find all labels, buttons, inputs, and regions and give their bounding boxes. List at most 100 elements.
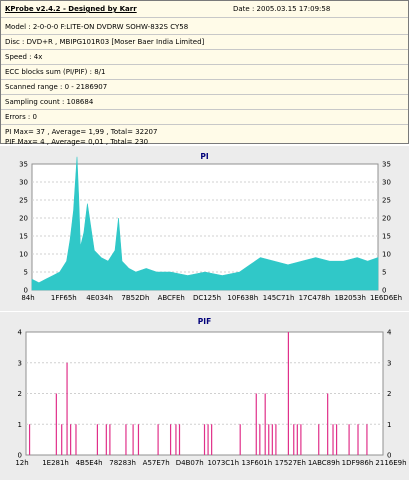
- pif-bar: [66, 362, 68, 455]
- pi-chart-title: PI: [200, 152, 209, 161]
- pi-x-tick-label: 1B2053h: [334, 294, 366, 302]
- pif-bar: [178, 424, 181, 455]
- pif-y-tick-label-left: 1: [18, 421, 22, 429]
- pif-x-tick-label: 2116E9h: [375, 459, 406, 467]
- pif-y-tick-label-left: 0: [18, 452, 22, 460]
- divider: [1, 17, 408, 18]
- pi-y-tick-label-right: 25: [382, 197, 391, 205]
- disc-info: Disc : DVD+R , MBIPG101R03 [Moser Baer I…: [5, 38, 205, 46]
- pif-bar: [348, 424, 350, 455]
- pif-bar: [125, 424, 127, 455]
- pif-bar: [300, 424, 302, 455]
- pif-stats: PIF Max= 4 , Average= 0,01 , Total= 230: [5, 138, 149, 146]
- pif-bar: [332, 424, 334, 455]
- scanned-range-info: Scanned range : 0 - 2186907: [5, 83, 108, 91]
- pif-bar: [259, 424, 261, 455]
- pif-bar: [255, 393, 257, 455]
- speed-info: Speed : 4x: [5, 53, 43, 61]
- pif-x-tick-label: 78283h: [109, 459, 136, 467]
- pif-bar: [61, 424, 63, 455]
- model-info: Model : 2-0-0-0 F:LITE-ON DVDRW SOHW-832…: [5, 23, 189, 31]
- pi-y-tick-label-left: 0: [24, 287, 28, 295]
- pif-bar: [327, 393, 329, 455]
- pif-chart-title: PIF: [197, 317, 212, 326]
- pif-x-tick-label: 13F601h: [241, 459, 272, 467]
- pi-x-tick-label: 7B52Dh: [121, 294, 149, 302]
- pif-y-tick-label-right: 4: [387, 329, 392, 337]
- pif-x-tick-label: A57E7h: [143, 459, 170, 467]
- pif-x-tick-label: 17527Eh: [275, 459, 306, 467]
- pi-y-tick-label-right: 20: [382, 215, 391, 223]
- pif-y-tick-label-left: 3: [18, 359, 22, 367]
- pif-bar: [357, 424, 359, 455]
- pif-bar: [109, 424, 111, 455]
- pif-bar: [75, 424, 77, 455]
- divider: [1, 109, 408, 110]
- pi-x-tick-label: 84h: [21, 294, 34, 302]
- pif-x-tick-label: 4B5E4h: [76, 459, 103, 467]
- pif-bar: [28, 424, 31, 455]
- pi-x-tick-label: DC125h: [193, 294, 221, 302]
- pi-y-tick-label-right: 30: [382, 179, 391, 187]
- sampling-count-info: Sampling count : 108684: [5, 98, 94, 106]
- pif-bar: [96, 424, 98, 455]
- pi-y-tick-label-right: 0: [382, 287, 386, 295]
- pi-series-area: [31, 156, 379, 291]
- divider: [1, 64, 408, 65]
- divider: [1, 94, 408, 95]
- pi-y-tick-label-left: 35: [19, 161, 28, 169]
- pi-y-tick-label-right: 15: [382, 233, 391, 241]
- pif-bar: [296, 424, 298, 455]
- pi-y-tick-label-right: 10: [382, 251, 391, 259]
- pi-x-tick-label: 17C478h: [299, 294, 331, 302]
- scan-date: Date : 2005.03.15 17:09:58: [233, 5, 331, 13]
- pif-y-tick-label-left: 4: [18, 329, 23, 337]
- pi-x-tick-label: 1E6D6Eh: [370, 294, 402, 302]
- pif-x-tick-label: 1DF986h: [342, 459, 374, 467]
- pi-y-tick-label-left: 5: [24, 269, 28, 277]
- pi-chart-panel: PI 0 0 5 5 10 10 15 15 20 20 25 25 30 30 35 35 84h 1FF65h…: [0, 146, 409, 311]
- pi-y-tick-label-left: 25: [19, 197, 28, 205]
- pi-x-tick-label: 4E034h: [86, 294, 113, 302]
- pif-y-tick-label-right: 1: [387, 421, 391, 429]
- pif-x-tick-label: 1E281h: [42, 459, 69, 467]
- pif-bar: [169, 424, 172, 455]
- ecc-info: ECC blocks sum (PI/PIF) : 8/1: [5, 68, 106, 76]
- divider: [1, 79, 408, 80]
- pi-x-tick-label: 10F638h: [227, 294, 258, 302]
- divider: [1, 124, 408, 125]
- divider: [1, 49, 408, 50]
- pif-x-tick-label: D4B07h: [176, 459, 204, 467]
- pif-x-tick-label: 12h: [15, 459, 28, 467]
- pif-bar: [132, 424, 134, 455]
- pif-x-tick-label: 1073C1h: [207, 459, 239, 467]
- divider: [1, 34, 408, 35]
- pi-y-tick-label-right: 35: [382, 161, 391, 169]
- pif-bar: [157, 424, 159, 455]
- pi-y-tick-label-left: 20: [19, 215, 28, 223]
- pif-bar: [175, 424, 177, 455]
- pif-bar: [318, 424, 320, 455]
- pi-chart: 0 0 5 5 10 10 15 15 20 20 25 25 30 30 35 35 84h 1FF65h 4E0…: [19, 156, 402, 302]
- info-panel: KProbe v2.4.2 - Designed by Karr Date : …: [0, 0, 409, 146]
- pif-bar: [268, 424, 270, 455]
- pif-chart-panel: PIF 0 0 1 1 2 2 3 3 4 4 12h 1E281h 4B5E4h 78283h A57E7…: [0, 312, 409, 480]
- pif-y-tick-label-right: 3: [387, 359, 391, 367]
- pif-bar: [335, 424, 338, 455]
- pif-bar: [137, 424, 140, 455]
- pif-bar: [293, 424, 295, 455]
- pif-x-tick-label: 1ABC89h: [308, 459, 340, 467]
- pif-bar: [366, 424, 368, 455]
- pif-bar: [207, 424, 209, 455]
- pi-x-tick-label: 145C71h: [263, 294, 295, 302]
- pif-bar: [287, 332, 289, 455]
- pi-y-tick-label-right: 5: [382, 269, 386, 277]
- pi-y-tick-label-left: 30: [19, 179, 28, 187]
- pif-bar: [271, 424, 273, 455]
- pif-bar: [55, 393, 57, 455]
- pi-stats: PI Max= 37 , Average= 1,99 , Total= 3220…: [5, 128, 158, 136]
- pif-chart: 0 0 1 1 2 2 3 3 4 4 12h 1E281h 4B5E4h 78283h A57E7h D4B…: [15, 329, 406, 468]
- app-title: KProbe v2.4.2 - Designed by Karr: [5, 5, 137, 13]
- errors-info: Errors : 0: [5, 113, 37, 121]
- pif-bar: [70, 424, 72, 455]
